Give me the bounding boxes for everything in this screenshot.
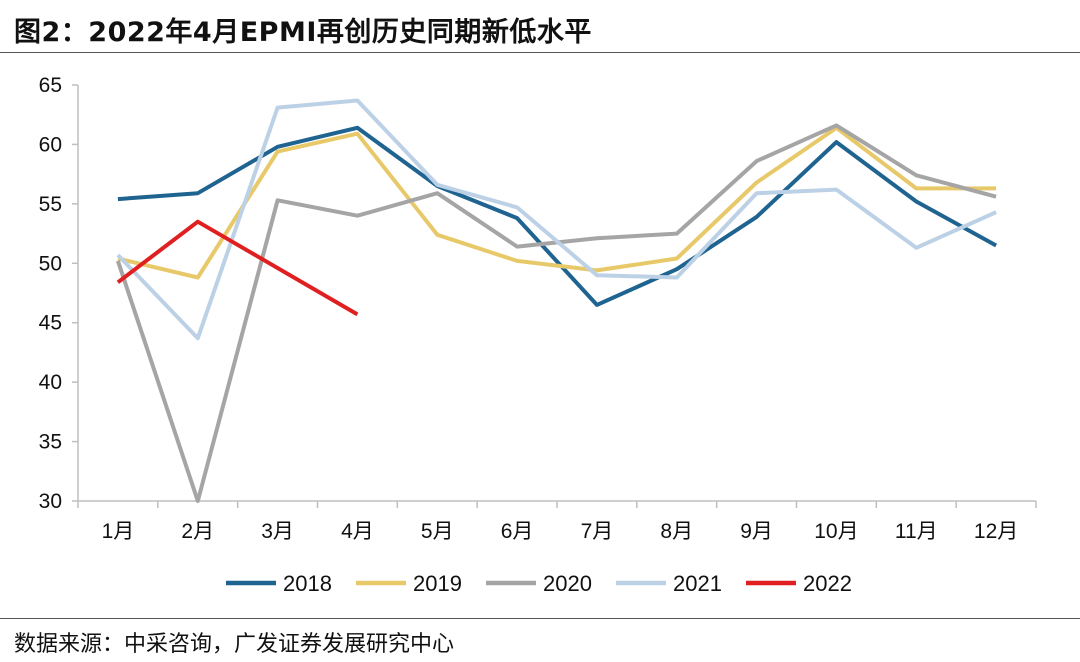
y-tick-label: 30 <box>39 490 62 513</box>
series-line-2021 <box>116 98 997 341</box>
chart-axes: 30 35 40 45 50 55 60 65 1月 2月 3月 4月 5月 6月 7月 8月 9月 10月 11月… <box>39 74 1037 543</box>
x-tick-label: 11月 <box>895 520 938 543</box>
chart-series-group <box>116 98 998 503</box>
chart-title: 图2：2022年4月EPMI再创历史同期新低水平 <box>14 17 592 48</box>
title-divider <box>0 52 1080 53</box>
x-tick-label: 12月 <box>974 520 1018 543</box>
legend-label-2019: 2019 <box>413 571 462 596</box>
y-tick-label: 40 <box>39 371 62 394</box>
x-tick-label: 3月 <box>261 520 294 543</box>
series-line-2019 <box>117 125 997 280</box>
x-tick-label: 8月 <box>660 520 693 543</box>
x-tick-label: 4月 <box>341 520 374 543</box>
y-tick-label: 55 <box>39 193 62 216</box>
series-line-2018 <box>117 125 998 307</box>
y-tick-label: 35 <box>39 431 62 454</box>
legend-label-2022: 2022 <box>803 571 852 596</box>
x-tick-label: 9月 <box>740 520 773 543</box>
chart-legend: 2018 2019 2020 2021 2022 <box>226 571 852 596</box>
y-tick-label: 65 <box>39 74 62 97</box>
line-chart: 30 35 40 45 50 55 60 65 1月 2月 3月 4月 5月 6月 7月 8月 9月 10月 11月… <box>39 74 1037 596</box>
series-line-2020 <box>116 123 997 503</box>
series-line-2022 <box>116 219 359 317</box>
y-tick-label: 50 <box>39 252 62 275</box>
y-tick-label: 60 <box>39 133 62 156</box>
y-tick-label: 45 <box>39 312 62 335</box>
x-tick-label: 10月 <box>814 520 858 543</box>
x-tick-label: 1月 <box>102 520 135 543</box>
x-tick-label: 5月 <box>421 520 454 543</box>
x-tick-label: 2月 <box>181 520 214 543</box>
x-tick-label: 7月 <box>581 520 614 543</box>
data-source-note: 数据来源：中采咨询，广发证券发展研究中心 <box>14 632 455 657</box>
source-divider <box>0 618 1080 619</box>
legend-label-2018: 2018 <box>283 571 332 596</box>
legend-label-2020: 2020 <box>543 571 592 596</box>
x-tick-label: 6月 <box>501 520 534 543</box>
legend-label-2021: 2021 <box>673 571 722 596</box>
